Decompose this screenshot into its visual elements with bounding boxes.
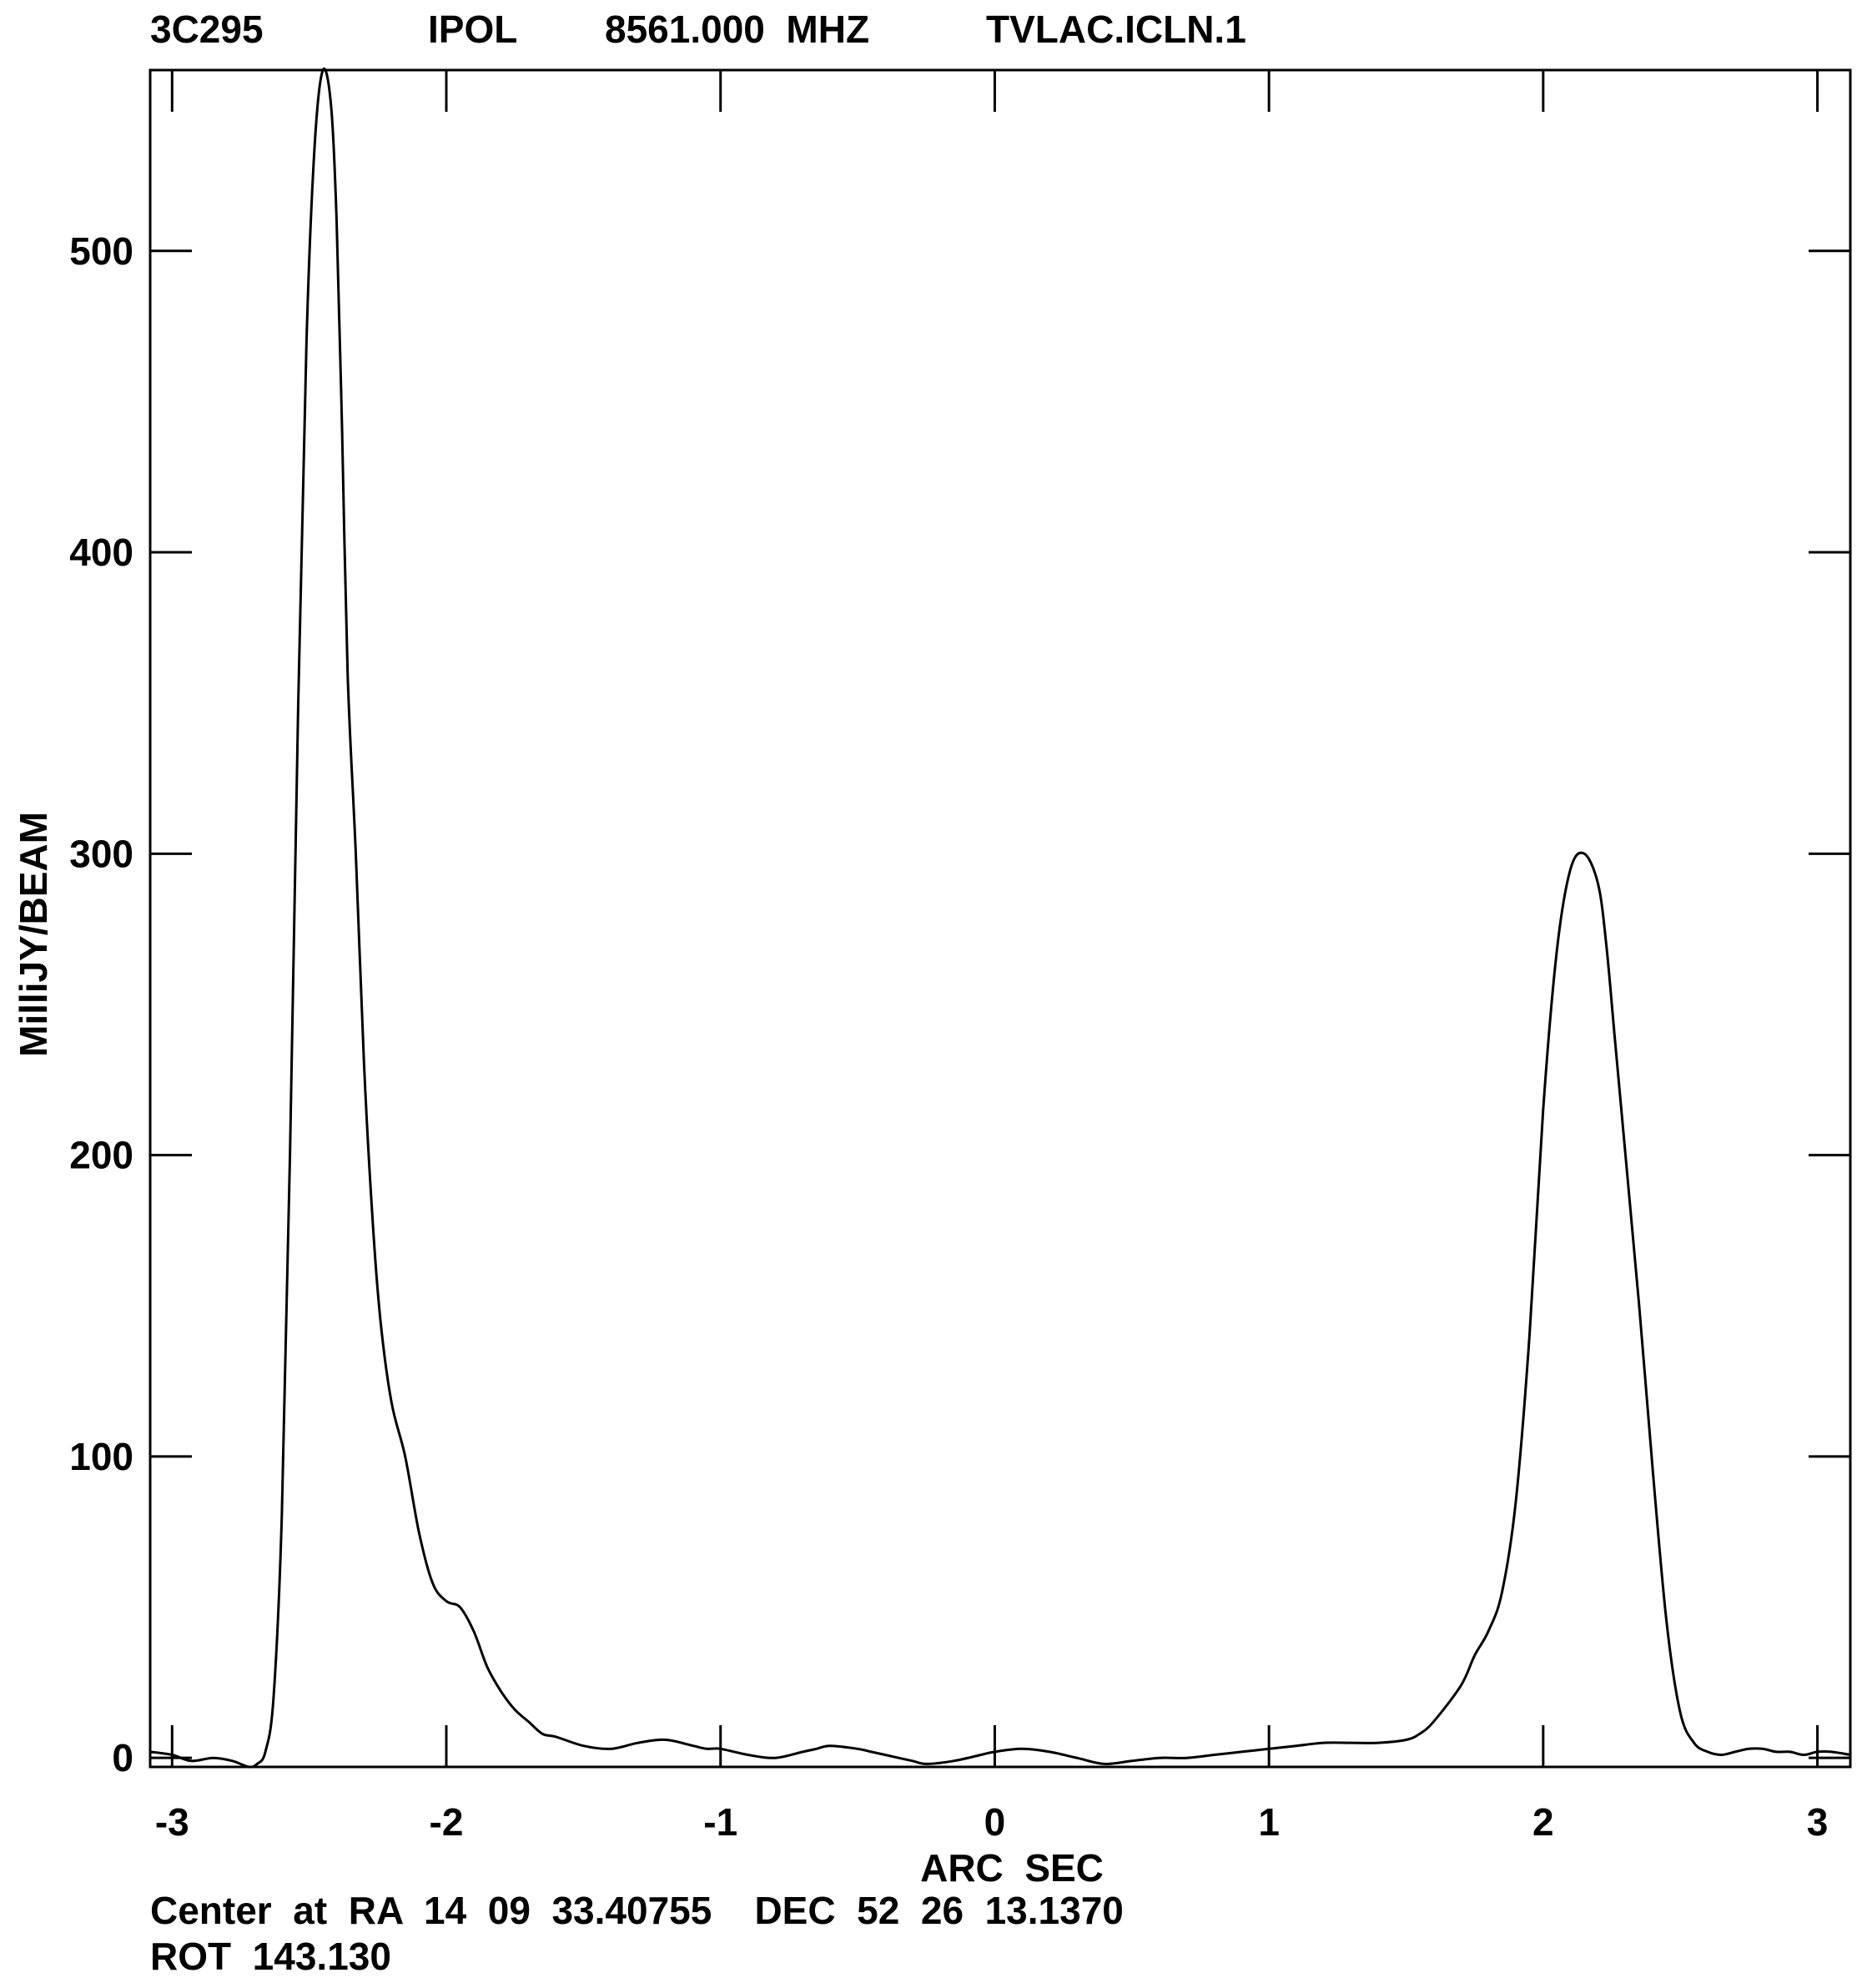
series-line xyxy=(149,67,1851,1769)
axis-tick-labels: -3 -2 -1 0 1 2 3 0 100 200 300 400 500 xyxy=(69,229,1828,1844)
y-axis-label: MilliJY/BEAM xyxy=(12,812,55,1057)
y-tick-label: 400 xyxy=(69,531,133,574)
y-tick-label: 500 xyxy=(69,229,133,273)
header-stokes: IPOL xyxy=(428,8,518,51)
footer-center-coordinates: Center at RA 14 09 33.40755 DEC 52 26 13… xyxy=(150,1889,1124,1932)
x-tick-label: -1 xyxy=(703,1800,737,1844)
x-tick-label: -3 xyxy=(155,1800,189,1844)
header-source: 3C295 xyxy=(150,8,264,51)
x-tick-label: 0 xyxy=(984,1800,1006,1844)
plot-frame xyxy=(148,68,1852,1769)
x-tick-label: -2 xyxy=(430,1800,464,1844)
x-axis-label: ARC SEC xyxy=(920,1846,1104,1890)
x-tick-label: 2 xyxy=(1532,1800,1554,1844)
header-frequency: 8561.000 MHZ xyxy=(605,8,870,51)
y-tick-label: 300 xyxy=(69,832,133,875)
axis-ticks xyxy=(150,70,1850,1767)
y-tick-label: 0 xyxy=(112,1736,133,1779)
y-tick-label: 200 xyxy=(69,1134,133,1177)
x-tick-label: 1 xyxy=(1258,1800,1280,1844)
x-tick-label: 3 xyxy=(1807,1800,1829,1844)
y-tick-label: 100 xyxy=(69,1435,133,1478)
footer-rotation: ROT 143.130 xyxy=(150,1935,391,1978)
header-image-name: TVLAC.ICLN.1 xyxy=(986,8,1246,51)
